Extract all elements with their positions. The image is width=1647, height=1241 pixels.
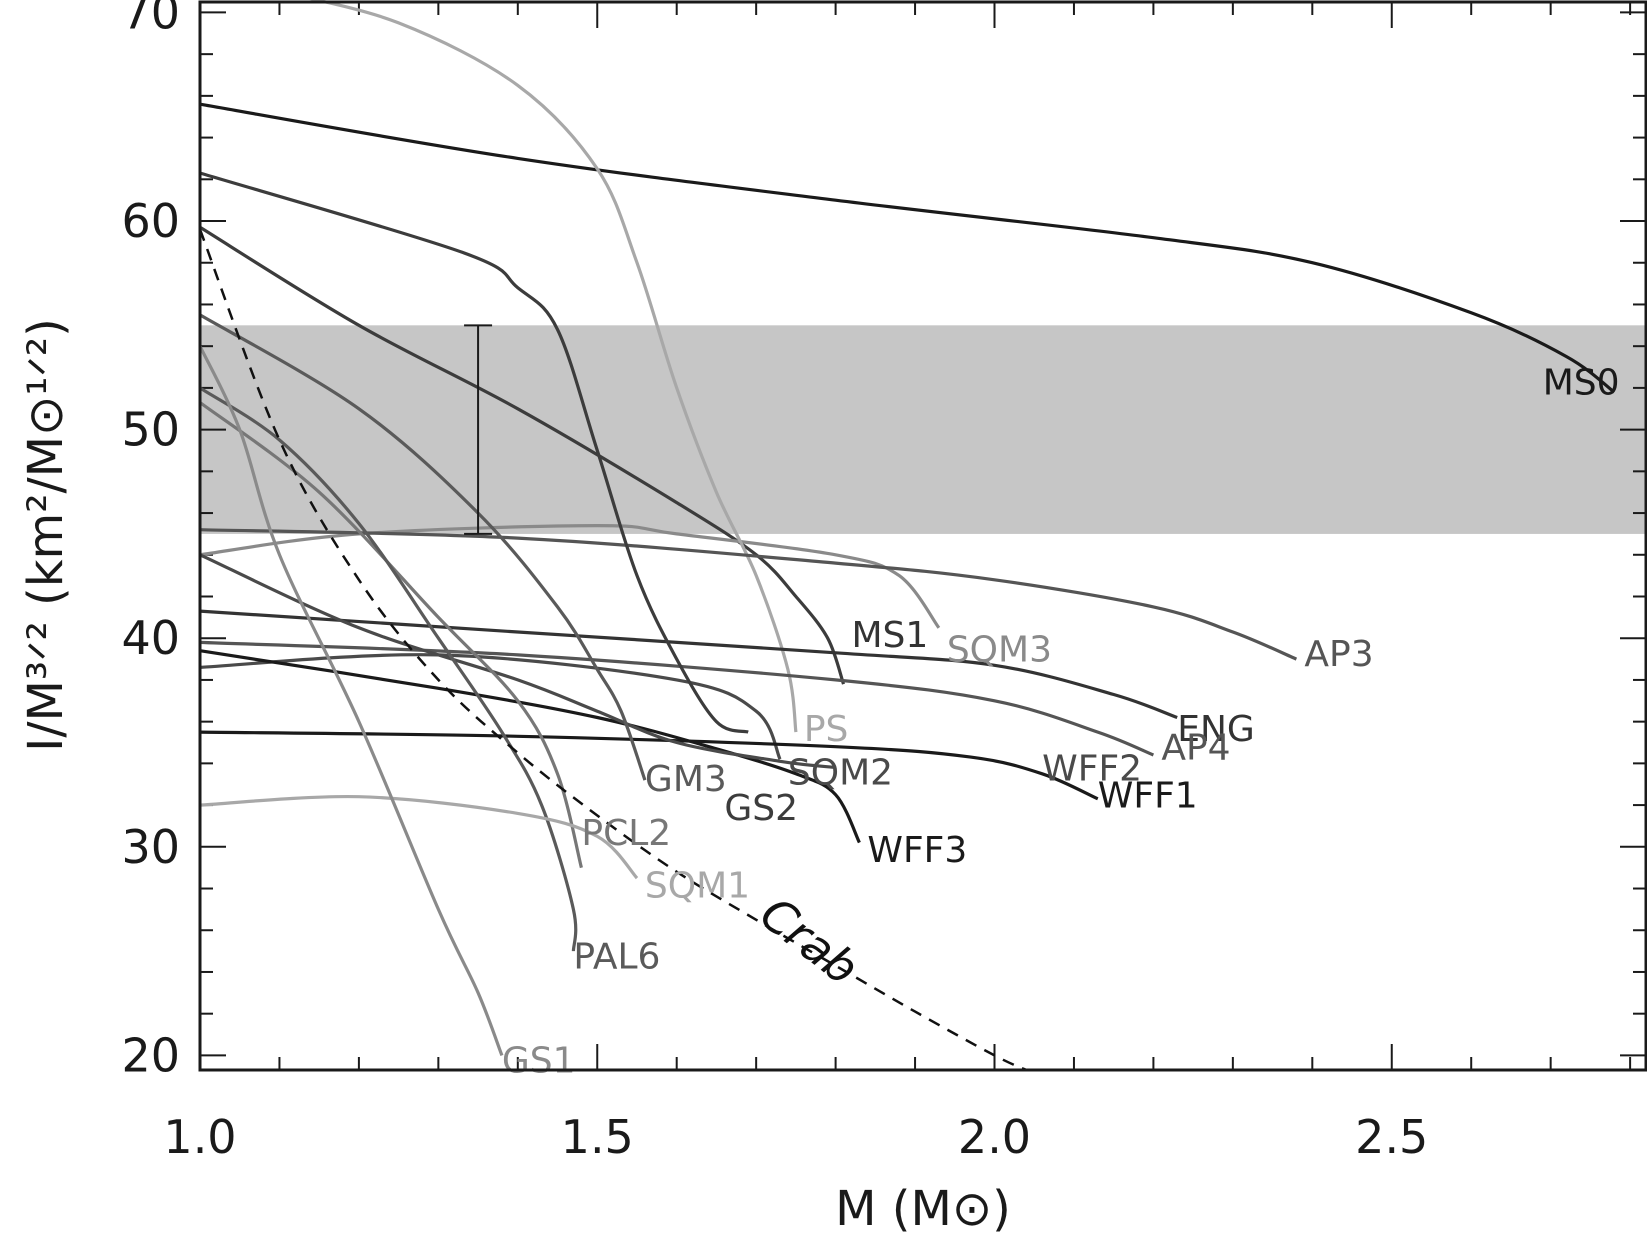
curve-pal6	[199, 386, 578, 952]
eos-curves	[198, 0, 1616, 1056]
label-ps: PS	[804, 709, 849, 750]
curve-gs1	[198, 345, 504, 1056]
curve-gm3	[199, 313, 647, 781]
shaded-band	[200, 325, 1646, 534]
label-sqm1: SQM1	[645, 865, 750, 906]
curve-gs2	[199, 171, 749, 734]
error-bar	[464, 324, 493, 535]
curve-ap4	[199, 640, 1155, 757]
label-ap4: AP4	[1161, 728, 1230, 769]
y-tick-label: 70	[121, 0, 180, 39]
curve-ps	[309, 0, 798, 733]
x-tick-label: 1.0	[163, 1110, 236, 1164]
label-gs2: GS2	[724, 788, 798, 829]
label-pal6: PAL6	[573, 936, 660, 977]
y-tick-label: 60	[121, 194, 180, 248]
label-wff2: WFF2	[1042, 749, 1142, 790]
curve-wff2	[199, 653, 782, 760]
curve-sqm2	[199, 553, 836, 770]
curve-wff3	[199, 649, 861, 844]
label-gm3: GM3	[645, 759, 727, 800]
curve-ms1	[199, 225, 846, 685]
y-tick-label: 20	[121, 1028, 180, 1082]
x-tick-label: 2.0	[958, 1110, 1031, 1164]
y-tick-label: 50	[121, 403, 180, 457]
curve-ap3	[199, 528, 1298, 661]
y-tick-label: 30	[121, 820, 180, 874]
label-sqm2: SQM2	[788, 753, 893, 794]
plot-frame	[198, 0, 1647, 1072]
axis-ticks	[199, 2, 1646, 1070]
curve-eng	[199, 609, 1178, 720]
label-gs1: GS1	[502, 1041, 576, 1082]
label-eng: ENG	[1177, 709, 1255, 750]
label-ms1: MS1	[851, 615, 928, 656]
y-tick-label: 40	[121, 611, 180, 665]
x-tick-label: 2.5	[1355, 1110, 1428, 1164]
label-pcl2: PCL2	[581, 813, 671, 854]
tick-labels: 1.0 1.5 2.0 2.5 20 30 40 50 60 70	[121, 0, 1428, 1164]
x-tick-label: 1.5	[561, 1110, 634, 1164]
curve-ms0	[199, 102, 1616, 394]
curve-wff1	[199, 730, 1099, 801]
curve-sqm1	[199, 794, 639, 880]
x-axis-title: M (M⊙)	[835, 1181, 1011, 1237]
y-axis-title: I/M³ᐟ² (km²/M⊙¹ᐟ²)	[18, 318, 74, 752]
label-ms0: MS0	[1543, 363, 1620, 404]
label-wff1: WFF1	[1098, 776, 1198, 817]
label-sqm3: SQM3	[947, 630, 1052, 671]
crab-label: Crab	[750, 886, 869, 995]
label-wff3: WFF3	[867, 830, 967, 871]
label-ap3: AP3	[1304, 634, 1373, 675]
crab-curve	[198, 228, 1027, 1072]
